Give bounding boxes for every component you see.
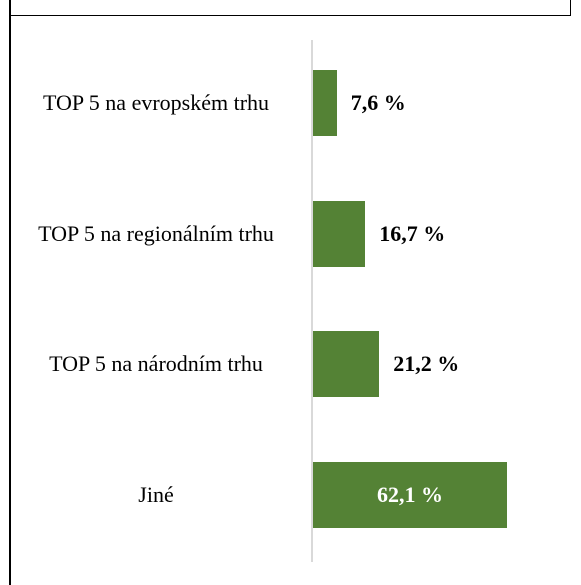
category-text: TOP 5 na národním trhu <box>49 351 263 376</box>
category-text: Jiné <box>138 481 174 507</box>
data-label: 62,1 % <box>377 481 444 507</box>
data-label: 7,6 % <box>350 90 406 115</box>
frame-line <box>9 0 11 585</box>
category-label: TOP 5 na národním trhu <box>21 350 291 378</box>
bar <box>313 70 337 136</box>
bar <box>313 331 380 397</box>
data-label: 16,7 % <box>379 220 446 246</box>
category-label: TOP 5 na evropském trhu <box>21 89 291 117</box>
frame-line <box>10 15 571 16</box>
axis-line <box>311 40 313 562</box>
data-label: 21,2 % <box>393 351 460 376</box>
bar <box>313 200 366 267</box>
category-label: TOP 5 na regionálním trhu <box>21 220 291 248</box>
bar <box>313 461 508 528</box>
frame-line <box>570 0 571 16</box>
category-text: TOP 5 na regionálním trhu <box>38 220 274 246</box>
category-text: TOP 5 na evropském trhu <box>42 90 270 115</box>
category-label: Jiné <box>21 481 291 509</box>
